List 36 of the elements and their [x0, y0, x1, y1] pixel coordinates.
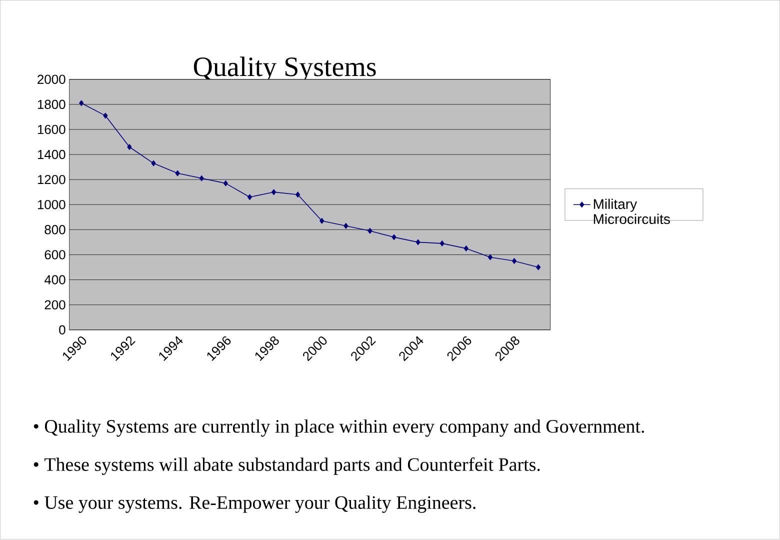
point: [344, 223, 348, 230]
point: [368, 228, 372, 234]
point: [199, 176, 204, 182]
y-tick-label: 200: [44, 300, 66, 310]
point: [464, 246, 468, 252]
legend-label: Military Microcircuits: [594, 199, 670, 224]
y-tick-label: 0: [59, 326, 66, 335]
text: • Quality Systems are currently in place within every company and Government.: [34, 420, 644, 437]
point: [440, 240, 444, 247]
point: [247, 194, 252, 200]
y-tick-label: 2000: [38, 75, 66, 84]
y-tick-label: 1200: [38, 175, 66, 184]
text: • These systems will abate substandard parts and Counterfeit Parts.: [34, 458, 540, 476]
y-tick-label: 800: [44, 225, 66, 234]
text: • Use your systems. Re-Empower your Quality Engineers.: [34, 496, 476, 514]
point: [296, 192, 300, 198]
point: [416, 240, 420, 246]
y-tick-label: 1400: [38, 150, 66, 160]
point: [127, 144, 132, 150]
y-tick-label: 1800: [38, 100, 66, 110]
point: [151, 160, 156, 166]
point: [320, 218, 324, 224]
chart-title: Quality Systems: [194, 56, 376, 82]
point: [536, 264, 541, 270]
point: [512, 258, 517, 264]
point: [79, 100, 84, 106]
point: [223, 180, 228, 186]
point: [392, 234, 396, 240]
y-tick-label: 1000: [38, 200, 66, 210]
point: [175, 170, 180, 176]
y-tick-label: 600: [44, 250, 66, 260]
point: [271, 189, 276, 196]
y-tick-label: 400: [44, 275, 66, 285]
y-tick-label: 1600: [38, 125, 66, 134]
point: [488, 254, 492, 260]
point: [103, 113, 108, 119]
